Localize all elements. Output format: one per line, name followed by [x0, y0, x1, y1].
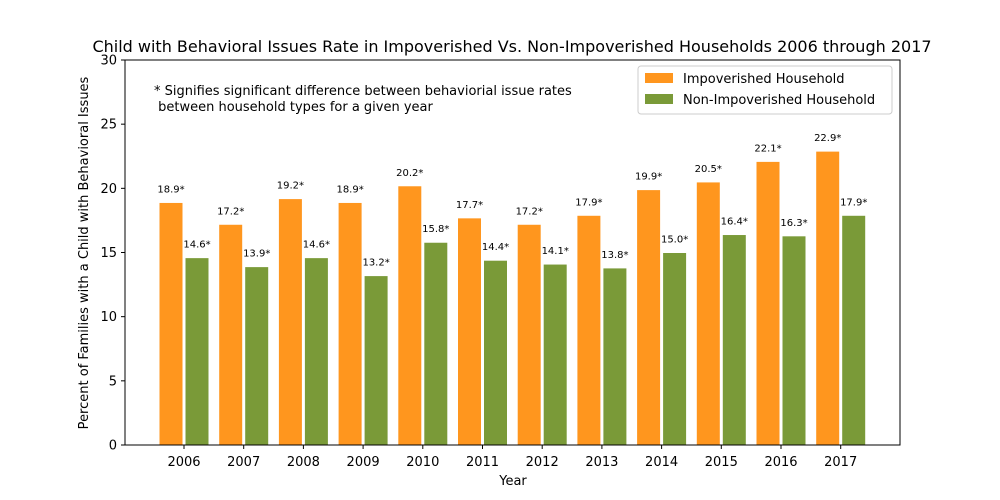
legend: Impoverished Household Non-Impoverished …	[637, 65, 893, 115]
bar-impoverished-2015	[695, 181, 721, 446]
y-tick-label: 5	[109, 374, 117, 389]
annotation-line-1: * Signifies significant difference betwe…	[154, 84, 572, 99]
x-tick-label: 2011	[466, 455, 499, 470]
bar-impoverished-2010	[397, 185, 423, 446]
data-label-impoverished-2009: 18.9*	[336, 184, 363, 195]
bar-impoverished-2016	[755, 160, 781, 446]
data-label-non-impoverished-2012: 14.1*	[542, 246, 569, 257]
y-axis-label: Percent of Families with a Child with Be…	[77, 76, 92, 429]
bars-group	[158, 150, 867, 446]
bar-non-impoverished-2014	[662, 252, 688, 446]
data-label-impoverished-2007: 17.2*	[217, 206, 244, 217]
x-tick-label: 2006	[167, 455, 200, 470]
annotation-line-2: between household types for a given year	[154, 100, 434, 115]
legend-label-impoverished: Impoverished Household	[683, 72, 845, 87]
data-label-non-impoverished-2013: 13.8*	[601, 250, 628, 261]
bar-impoverished-2006	[158, 201, 184, 446]
bar-impoverished-2007	[218, 223, 244, 446]
data-labels-group: 18.9* 14.6* 17.2* 13.9* 19.2* 14.6* 18.9* 13.2*…	[157, 133, 867, 268]
data-label-non-impoverished-2015: 16.4*	[721, 217, 748, 228]
data-label-impoverished-2014: 19.9*	[635, 172, 662, 183]
axes-group: 0 5 10 15 20 25 30 2006 2007 2008 2009 2010 2011 2012…	[100, 54, 901, 470]
y-tick-label: 0	[109, 439, 117, 454]
bar-non-impoverished-2013	[602, 267, 628, 446]
x-tick-label: 2012	[526, 455, 559, 470]
bar-non-impoverished-2012	[542, 263, 568, 446]
bar-impoverished-2014	[636, 189, 662, 446]
legend-label-non-impoverished: Non-Impoverished Household	[683, 93, 875, 108]
x-tick-label: 2015	[705, 455, 738, 470]
bar-non-impoverished-2007	[244, 266, 270, 446]
data-label-non-impoverished-2008: 14.6*	[303, 240, 330, 251]
chart-title: Child with Behavioral Issues Rate in Imp…	[92, 37, 931, 56]
y-tick-label: 25	[100, 118, 117, 133]
x-axis-label: Year	[498, 474, 527, 489]
bar-non-impoverished-2015	[721, 234, 747, 446]
data-label-non-impoverished-2009: 13.2*	[362, 258, 389, 269]
data-label-non-impoverished-2006: 14.6*	[183, 240, 210, 251]
legend-swatch-impoverished	[645, 73, 673, 83]
bar-non-impoverished-2009	[363, 275, 389, 446]
bar-non-impoverished-2017	[841, 214, 867, 446]
annotation-group: * Signifies significant difference betwe…	[154, 84, 572, 115]
x-tick-label: 2010	[406, 455, 439, 470]
legend-frame	[637, 65, 893, 115]
x-tick-label: 2008	[287, 455, 320, 470]
data-label-non-impoverished-2007: 13.9*	[243, 249, 270, 260]
data-label-impoverished-2012: 17.2*	[516, 206, 543, 217]
x-tick-label: 2009	[347, 455, 380, 470]
data-label-impoverished-2010: 20.2*	[396, 168, 423, 179]
data-label-non-impoverished-2010: 15.8*	[422, 224, 449, 235]
bar-impoverished-2012	[516, 223, 542, 446]
data-label-impoverished-2015: 20.5*	[695, 164, 722, 175]
bar-impoverished-2013	[576, 214, 602, 446]
data-label-non-impoverished-2014: 15.0*	[661, 235, 688, 246]
data-label-impoverished-2008: 19.2*	[277, 181, 304, 192]
bar-impoverished-2017	[815, 150, 841, 446]
bar-impoverished-2011	[457, 217, 482, 446]
y-tick-label: 15	[100, 246, 117, 261]
legend-swatch-non-impoverished	[645, 94, 673, 104]
data-label-non-impoverished-2016: 16.3*	[780, 218, 807, 229]
bar-non-impoverished-2011	[483, 259, 508, 446]
data-label-impoverished-2016: 22.1*	[754, 143, 781, 154]
x-tick-label: 2007	[227, 455, 260, 470]
data-label-non-impoverished-2011: 14.4*	[482, 242, 509, 253]
data-label-non-impoverished-2017: 17.9*	[840, 197, 867, 208]
x-tick-label: 2017	[824, 455, 857, 470]
y-tick-label: 20	[100, 182, 117, 197]
bar-non-impoverished-2016	[781, 235, 807, 446]
y-tick-label: 30	[100, 54, 117, 69]
bar-impoverished-2008	[277, 198, 303, 446]
x-tick-label: 2016	[764, 455, 797, 470]
data-label-impoverished-2006: 18.9*	[157, 184, 184, 195]
bar-non-impoverished-2006	[184, 257, 210, 446]
bar-impoverished-2009	[337, 201, 363, 446]
y-tick-label: 10	[100, 310, 117, 325]
x-tick-label: 2013	[585, 455, 618, 470]
data-label-impoverished-2017: 22.9*	[814, 133, 841, 144]
data-label-impoverished-2013: 17.9*	[575, 197, 602, 208]
x-tick-label: 2014	[645, 455, 678, 470]
data-label-impoverished-2011: 17.7*	[456, 200, 483, 211]
bar-non-impoverished-2008	[303, 257, 329, 446]
bar-non-impoverished-2010	[423, 241, 449, 446]
